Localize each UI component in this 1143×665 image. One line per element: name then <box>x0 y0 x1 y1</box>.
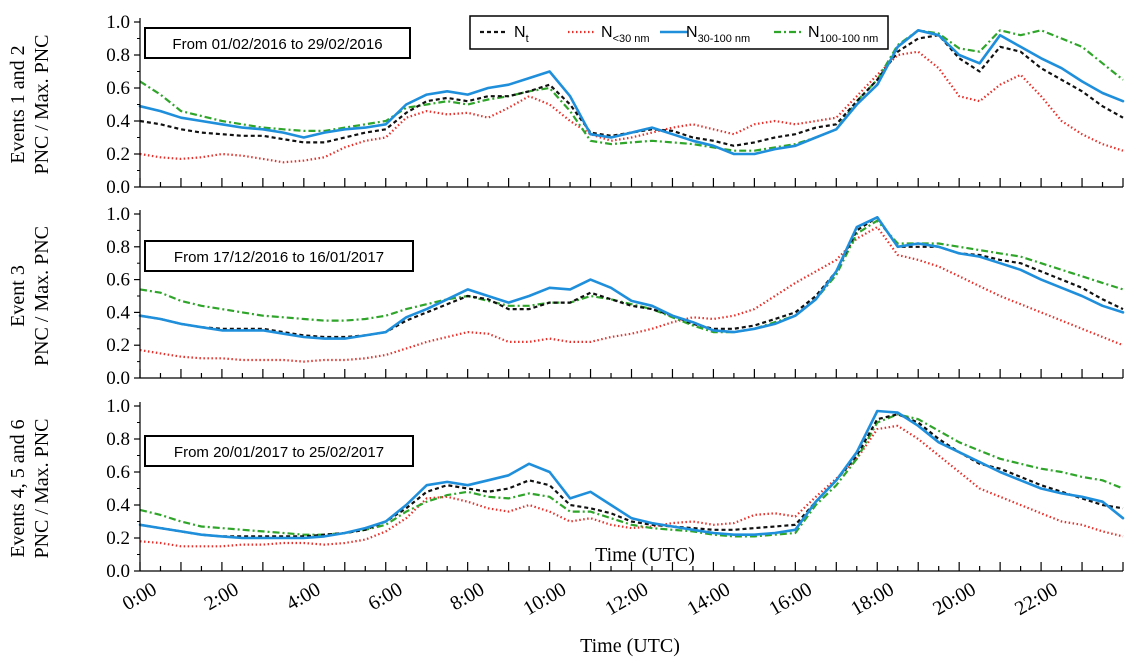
x-tick-label: 8:00 <box>446 578 488 615</box>
series-line-n100 <box>139 219 1124 334</box>
legend-box <box>469 15 889 50</box>
y-axis-title-line1: Event 3 <box>7 265 29 327</box>
series-line-n30100 <box>138 409 1125 540</box>
y-tick-label: 0.4 <box>106 495 130 516</box>
y-tick-label: 0.2 <box>106 528 130 549</box>
date-range-box <box>144 27 411 59</box>
legend-item-n100: N100-100 nm <box>774 24 878 45</box>
x-tick-label: 10:00 <box>520 578 570 620</box>
series-line-n30100 <box>138 216 1125 340</box>
x-tick-label: 22:00 <box>1011 578 1061 620</box>
legend-label: N100-100 nm <box>808 24 878 45</box>
date-range-label: From 17/12/2016 to 16/01/2017 <box>174 249 384 266</box>
date-range-label: From 01/02/2016 to 29/02/2016 <box>172 36 382 53</box>
series-line-n100 <box>139 29 1124 152</box>
date-range-label: From 20/01/2017 to 25/02/2017 <box>174 444 384 461</box>
panel-2: 0.0 0.2 0.4 0.6 0.8 1.0 Event 3 PNC / Max. PNC F… <box>7 204 1125 389</box>
y-tick-label: 0.8 <box>106 429 130 450</box>
panel-1: 0.0 0.2 0.4 0.6 0.8 1.0 Events 1 and 2 PNC / Ma… <box>7 12 1125 198</box>
y-tick-label: 0.6 <box>106 270 130 291</box>
x-axis-title: Time (UTC) <box>580 635 680 657</box>
series-line-nt <box>139 216 1124 339</box>
series-line-n30 <box>139 226 1124 363</box>
legend-label: N<30 nm <box>601 24 650 45</box>
y-tick-label: 0.0 <box>106 368 130 389</box>
x-tick-label: 4:00 <box>283 578 325 615</box>
legend: Nt N<30 nm N30-100 nm N100-100 nm <box>469 15 889 50</box>
date-range-box <box>144 240 414 272</box>
y-tick-label: 0.4 <box>106 111 130 132</box>
y-tick-label: 0.6 <box>106 462 130 483</box>
series-line-n100 <box>139 413 1124 538</box>
series-line-n30 <box>139 50 1124 164</box>
x-tick-label: 6:00 <box>364 578 406 615</box>
x-tick-label: 18:00 <box>847 578 897 620</box>
y-tick-label: 0.2 <box>106 144 130 165</box>
x-axis-inner-title: Time (UTC) <box>595 544 695 566</box>
y-tick-label: 1.0 <box>106 396 130 417</box>
x-tick-label: 20:00 <box>929 578 979 620</box>
y-tick-label: 1.0 <box>106 12 130 33</box>
legend-item-nt: Nt <box>480 24 529 45</box>
y-tick-label: 1.0 <box>106 204 130 225</box>
y-tick-label: 0.6 <box>106 78 130 99</box>
x-tick-label: 2:00 <box>201 578 243 615</box>
y-axis-title-line1: Events 4, 5 and 6 <box>7 419 29 557</box>
y-axis-title-line2: PNC / Max. PNC <box>31 226 53 366</box>
series-line-n30100 <box>138 29 1125 156</box>
legend-item-n30100: N30-100 nm <box>660 24 750 45</box>
legend-label: Nt <box>514 24 529 45</box>
date-range-box <box>144 435 414 467</box>
y-tick-label: 0.0 <box>106 177 130 198</box>
y-tick-label: 0.8 <box>106 237 130 258</box>
legend-item-n30: N<30 nm <box>568 24 650 45</box>
y-tick-label: 0.4 <box>106 302 130 323</box>
x-tick-label: 12:00 <box>602 578 652 620</box>
series-line-n30 <box>139 424 1124 548</box>
legend-label: N30-100 nm <box>686 24 750 45</box>
panel-3: 0.0 0.2 0.4 0.6 0.8 1.0 Events 4, 5 and 6 PNC /… <box>7 396 1125 582</box>
y-tick-label: 0.2 <box>106 335 130 356</box>
x-tick-label: 14:00 <box>683 578 733 620</box>
x-tick-label: 0:00 <box>119 578 161 615</box>
x-tick-label: 16:00 <box>765 578 815 620</box>
y-axis-title-line2: PNC / Max. PNC <box>31 418 53 558</box>
y-axis-title-line1: Events 1 and 2 <box>7 45 29 163</box>
x-axis: 0:00 2:00 4:00 6:00 8:00 10:00 12:00 14:00 16:00… <box>119 544 1062 657</box>
y-axis-title-line2: PNC / Max. PNC <box>31 34 53 174</box>
y-tick-label: 0.0 <box>106 561 130 582</box>
y-tick-label: 0.8 <box>106 45 130 66</box>
